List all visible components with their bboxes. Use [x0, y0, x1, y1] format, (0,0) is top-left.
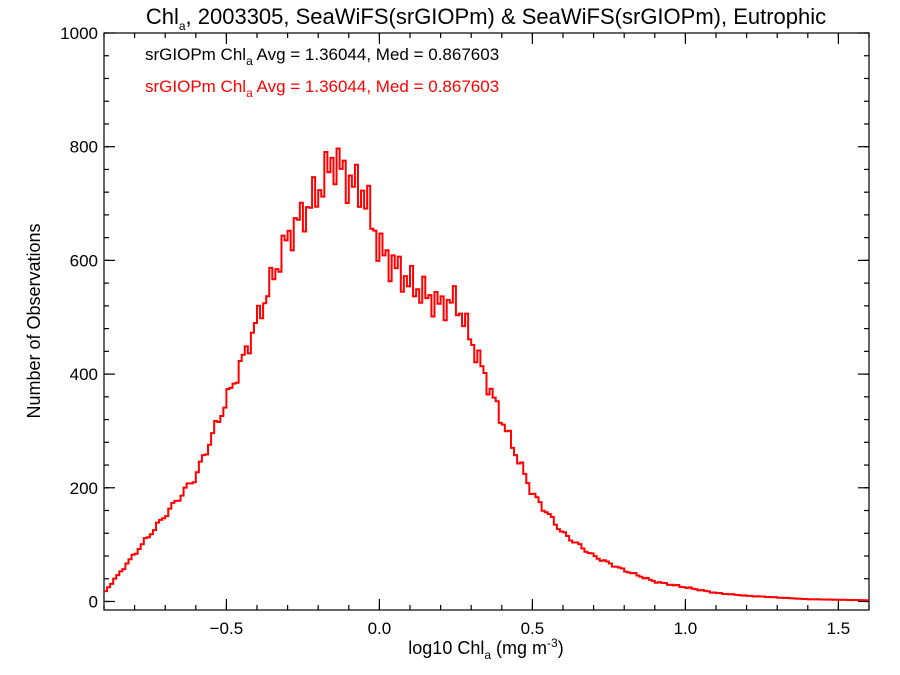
- y-tick-label: 400: [70, 365, 98, 384]
- x-tick-label: 0.5: [521, 619, 545, 638]
- y-tick-label: 800: [70, 138, 98, 157]
- plot-frame: [103, 32, 870, 611]
- legend-entry-black: srGIOPm Chla Avg = 1.36044, Med = 0.8676…: [145, 45, 499, 68]
- x-tick-label: −0.5: [210, 619, 244, 638]
- x-tick-label: 1.5: [827, 619, 851, 638]
- y-tick-label: 200: [70, 479, 98, 498]
- y-tick-label: 1000: [60, 24, 98, 43]
- axis-tick-labels: −0.5 0.0 0.5 1.0 1.5 0 200 400 600 800 1000: [60, 24, 850, 638]
- axis-ticks: [103, 32, 870, 610]
- x-axis-label: log10 Chla (mg m-3): [408, 636, 563, 662]
- legend-entry-red: srGIOPm Chla Avg = 1.36044, Med = 0.8676…: [145, 77, 499, 100]
- chart-title: Chla, 2003305, SeaWiFS(srGIOPm) & SeaWiF…: [146, 4, 826, 33]
- y-tick-label: 0: [89, 592, 98, 611]
- x-tick-label: 0.0: [368, 619, 392, 638]
- y-tick-label: 600: [70, 251, 98, 270]
- x-tick-label: 1.0: [674, 619, 698, 638]
- histogram-series: [104, 147, 869, 602]
- y-axis-label: Number of Observations: [24, 223, 44, 418]
